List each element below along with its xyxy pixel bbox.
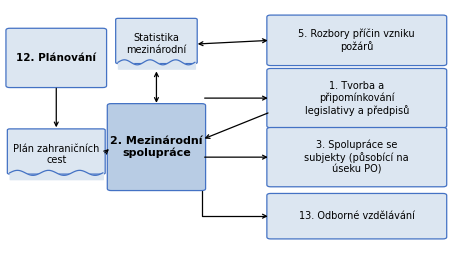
Text: Statistika
mezinárodní: Statistika mezinárodní [126,33,187,55]
FancyBboxPatch shape [116,18,197,64]
FancyBboxPatch shape [8,129,105,174]
Text: Plán zahraničních
cest: Plán zahraničních cest [13,144,100,165]
FancyBboxPatch shape [267,69,446,128]
FancyBboxPatch shape [107,104,205,190]
Text: 13. Odborné vzdělávání: 13. Odborné vzdělávání [299,211,415,221]
FancyBboxPatch shape [267,15,446,66]
Text: 2. Mezinárodní
spolupráce: 2. Mezinárodní spolupráce [110,136,203,158]
FancyBboxPatch shape [267,194,446,239]
FancyBboxPatch shape [6,28,107,88]
Text: 12. Plánování: 12. Plánování [16,53,96,63]
Text: 5. Rozbory příčin vzniku
požárů: 5. Rozbory příčin vzniku požárů [298,29,415,52]
Text: 3. Spolupráce se
subjekty (působící na
úseku PO): 3. Spolupráce se subjekty (působící na ú… [305,140,409,174]
Text: 1. Tvorba a
připomínkování
legislativy a předpisů: 1. Tvorba a připomínkování legislativy a… [305,81,409,116]
FancyBboxPatch shape [267,128,446,187]
